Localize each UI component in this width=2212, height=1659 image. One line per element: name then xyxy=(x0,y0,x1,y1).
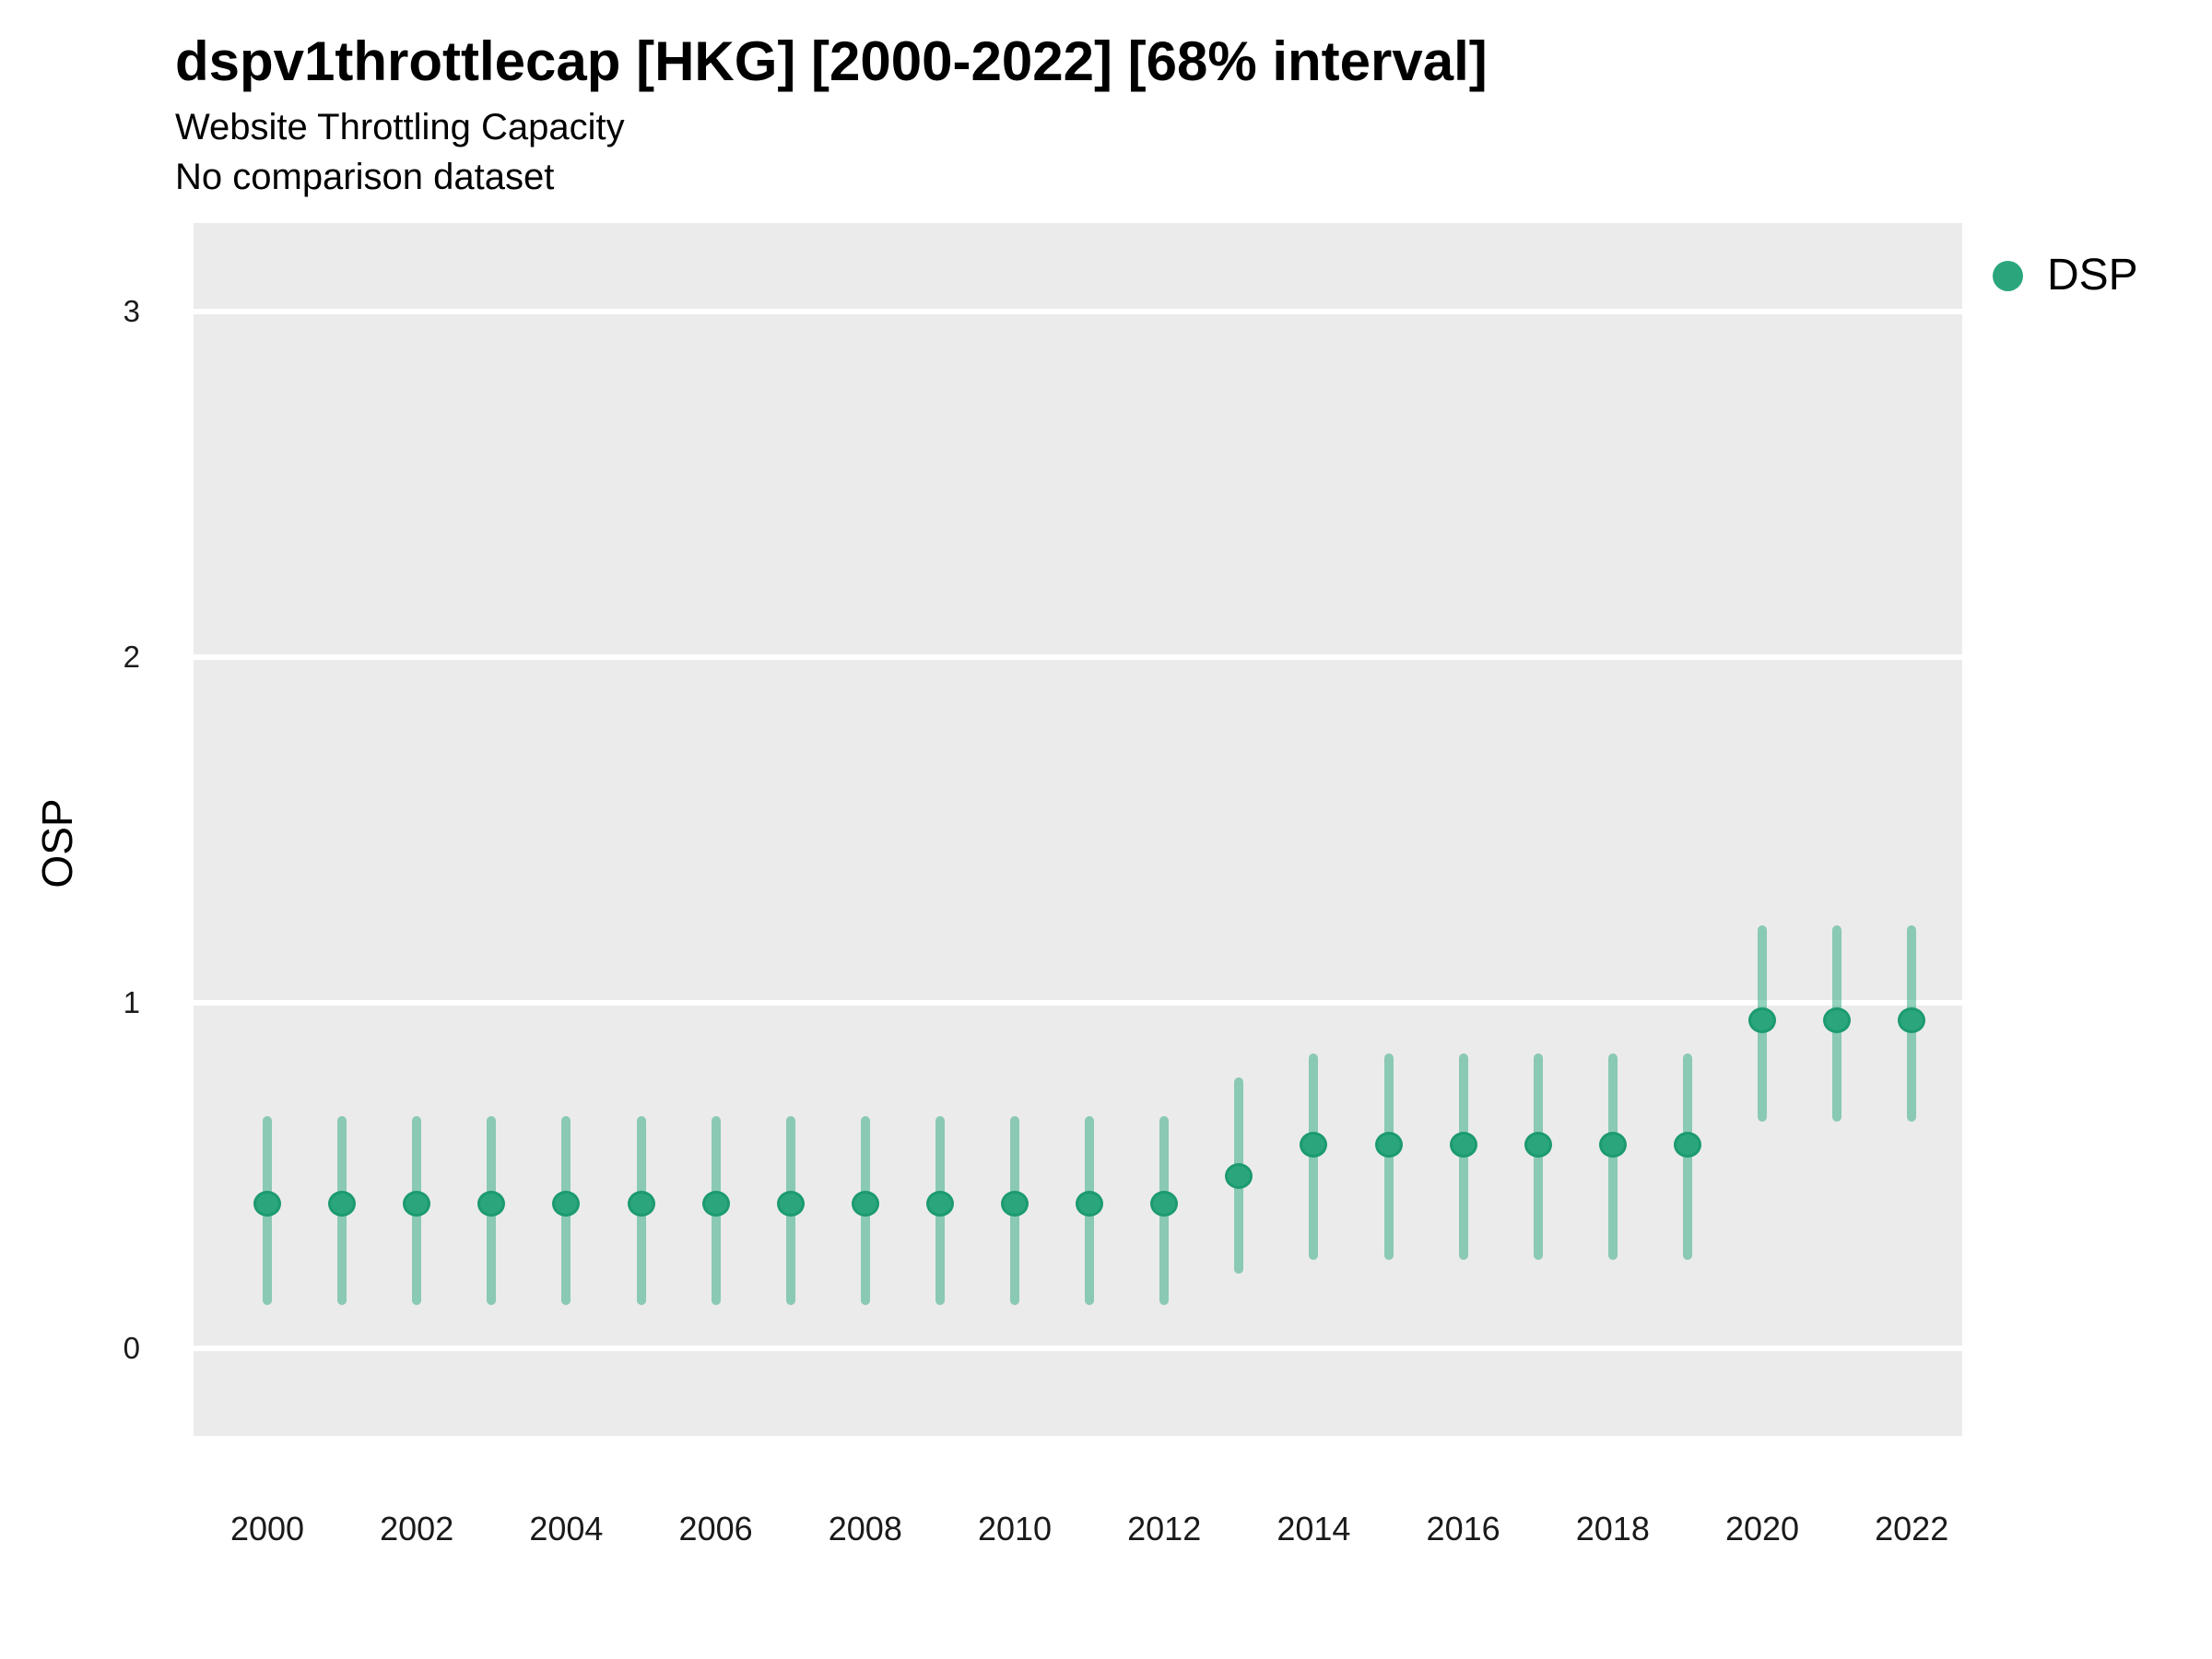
x-tick-label-2014: 2014 xyxy=(1277,1510,1351,1547)
x-tick-label-2022: 2022 xyxy=(1875,1510,1949,1547)
data-point-2011 xyxy=(1076,1190,1104,1217)
data-point-2000 xyxy=(253,1190,281,1217)
data-point-2018 xyxy=(1598,1131,1627,1158)
data-point-2012 xyxy=(1150,1190,1179,1217)
x-tick-label-2004: 2004 xyxy=(529,1510,604,1547)
x-tick-label-2016: 2016 xyxy=(1426,1510,1500,1547)
legend-key-dot xyxy=(1993,260,2023,291)
gridline-y-3 xyxy=(194,309,1962,314)
data-point-2014 xyxy=(1300,1131,1328,1158)
x-tick-label-2008: 2008 xyxy=(828,1510,902,1547)
data-point-2016 xyxy=(1449,1131,1477,1158)
data-point-2013 xyxy=(1225,1162,1253,1189)
legend-label: DSP xyxy=(2047,251,2138,300)
data-point-2005 xyxy=(627,1190,655,1217)
gridline-y-2 xyxy=(194,654,1962,660)
data-point-2007 xyxy=(776,1190,805,1217)
data-point-2017 xyxy=(1524,1131,1552,1158)
x-tick-label-2002: 2002 xyxy=(380,1510,454,1547)
x-tick-label-2012: 2012 xyxy=(1127,1510,1202,1547)
chart-title: dspv1throttlecap [HKG] [2000-2022] [68% … xyxy=(175,30,1488,92)
x-tick-label-2006: 2006 xyxy=(678,1510,753,1547)
data-point-2001 xyxy=(328,1190,357,1217)
data-point-2010 xyxy=(1001,1190,1029,1217)
legend: DSP xyxy=(1993,253,2138,299)
x-tick-label-2020: 2020 xyxy=(1724,1510,1800,1547)
data-point-2021 xyxy=(1823,1006,1852,1033)
y-tick-label-3: 3 xyxy=(123,294,140,328)
data-point-2002 xyxy=(403,1190,431,1217)
x-tick-label-2000: 2000 xyxy=(229,1510,305,1547)
gridline-y-1 xyxy=(194,1000,1962,1006)
x-tick-label-2018: 2018 xyxy=(1575,1510,1650,1547)
y-axis-title: OSP xyxy=(33,798,81,888)
data-point-2004 xyxy=(552,1190,581,1217)
data-point-2015 xyxy=(1374,1131,1403,1158)
y-tick-label-1: 1 xyxy=(123,985,140,1019)
data-point-2003 xyxy=(477,1190,506,1217)
chart-note: No comparison dataset xyxy=(175,157,555,197)
data-point-2019 xyxy=(1673,1131,1701,1158)
data-point-2006 xyxy=(701,1190,730,1217)
data-point-2008 xyxy=(851,1190,879,1217)
x-tick-label-2010: 2010 xyxy=(977,1510,1053,1547)
gridline-y-0 xyxy=(194,1346,1962,1351)
y-tick-label-0: 0 xyxy=(123,1331,140,1365)
plot-panel xyxy=(194,223,1962,1436)
data-point-2009 xyxy=(925,1190,954,1217)
y-tick-label-2: 2 xyxy=(123,640,140,674)
chart-subtitle: Website Throttling Capacity xyxy=(175,107,625,147)
data-point-2020 xyxy=(1748,1006,1776,1033)
data-point-2022 xyxy=(1898,1006,1926,1033)
